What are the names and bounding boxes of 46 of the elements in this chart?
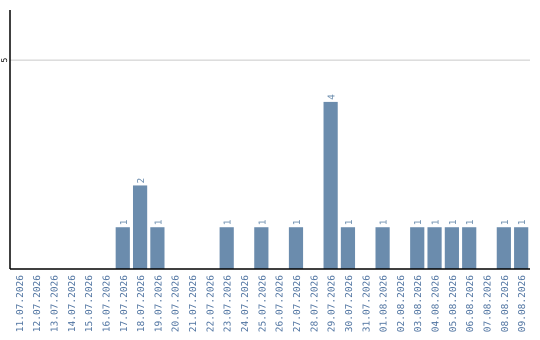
data-label: 1	[517, 219, 528, 226]
y-tick-label: 5	[0, 58, 9, 63]
data-label: 1	[222, 219, 234, 226]
x-tick-label: 18.07.2026	[136, 274, 148, 332]
x-tick-label: 20.07.2026	[170, 274, 182, 332]
x-tick-label: 24.07.2026	[240, 274, 252, 332]
x-tick-label: 15.07.2026	[84, 274, 96, 332]
x-tick-label: 23.07.2026	[222, 274, 234, 332]
data-label: 1	[378, 219, 390, 226]
data-label: 1	[257, 219, 268, 226]
x-tick-label: 16.07.2026	[101, 274, 112, 332]
x-tick-label: 03.08.2026	[413, 274, 424, 332]
x-tick-label: 26.07.2026	[274, 274, 286, 332]
data-label: 1	[465, 219, 476, 226]
x-tick-label: 22.07.2026	[205, 274, 216, 332]
x-tick-label: 04.08.2026	[430, 274, 442, 332]
x-tick-label: 28.07.2026	[309, 274, 320, 332]
data-label: 1	[413, 219, 424, 226]
data-label: 1	[153, 219, 164, 226]
x-tick-label: 09.08.2026	[517, 274, 528, 332]
data-label: 2	[136, 178, 148, 184]
x-tick-label: 30.07.2026	[344, 274, 355, 332]
data-label: 1	[118, 219, 130, 226]
x-tick-label: 21.07.2026	[188, 274, 200, 332]
x-tick-label: 31.07.2026	[361, 274, 372, 332]
x-tick-label: 07.08.2026	[482, 274, 494, 332]
x-tick-label: 27.07.2026	[292, 274, 303, 332]
data-label: 1	[344, 219, 355, 226]
x-tick-label: 14.07.2026	[66, 274, 78, 332]
data-label: 4	[326, 94, 338, 100]
x-tick-label: 29.07.2026	[326, 274, 338, 332]
x-tick-label: 11.07.2026	[14, 274, 26, 332]
x-tick-label: 01.08.2026	[378, 274, 390, 332]
x-tick-label: 12.07.2026	[32, 274, 44, 332]
x-tick-label: 05.08.2026	[448, 274, 459, 332]
data-label: 1	[500, 219, 511, 226]
x-tick-label: 06.08.2026	[465, 274, 476, 332]
data-label: 1	[448, 219, 459, 226]
x-tick-label: 13.07.2026	[49, 274, 60, 332]
x-tick-label: 19.07.2026	[153, 274, 164, 332]
data-label: 1	[292, 219, 303, 226]
x-tick-label: 08.08.2026	[500, 274, 511, 332]
x-tick-label: 25.07.2026	[257, 274, 268, 332]
data-label: 1	[430, 219, 442, 226]
x-tick-label: 17.07.2026	[118, 274, 130, 332]
x-tick-label: 02.08.2026	[396, 274, 407, 332]
